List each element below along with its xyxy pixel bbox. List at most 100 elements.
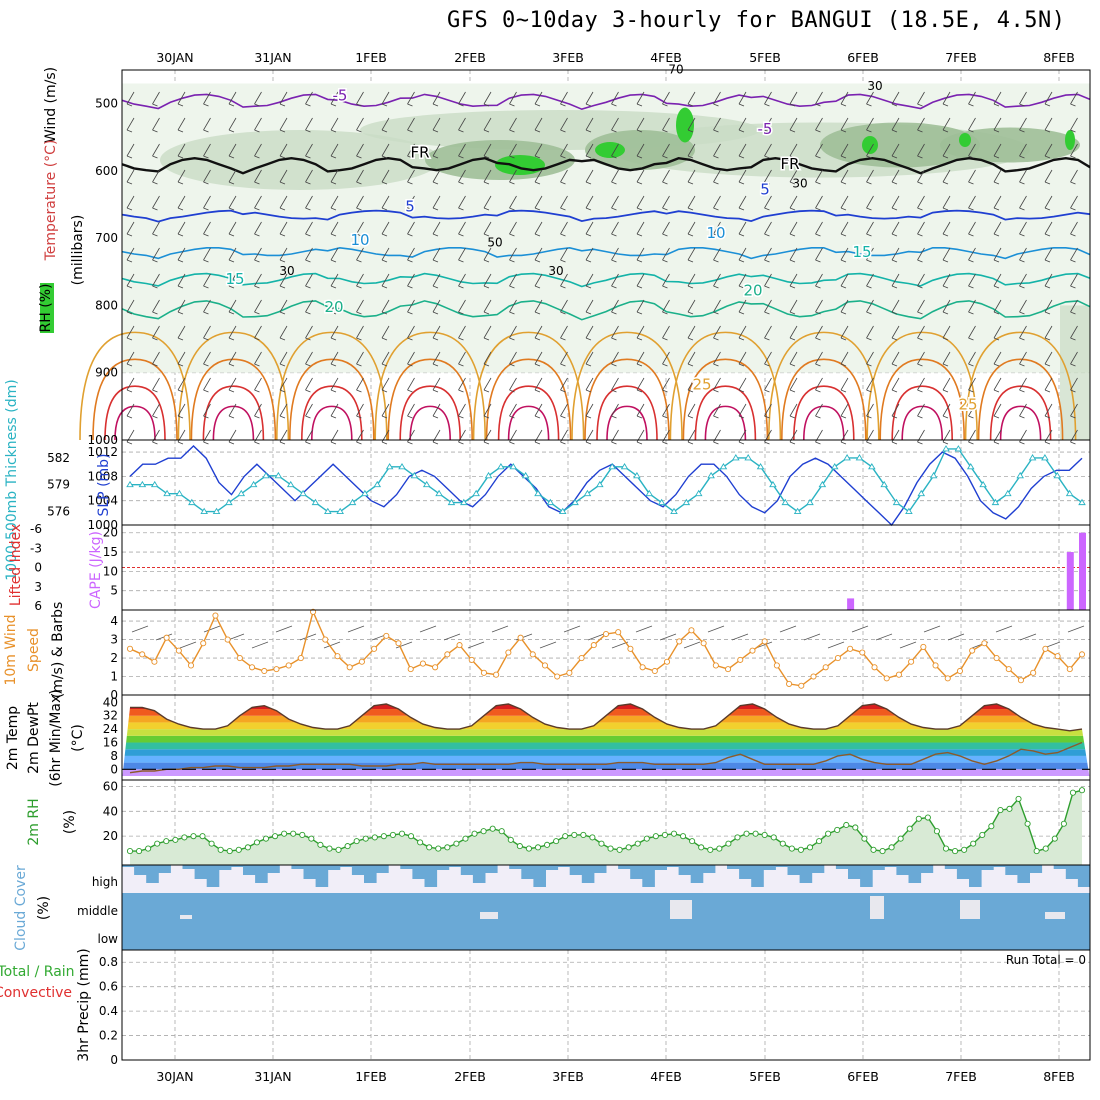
cloud-high-bar <box>872 865 885 870</box>
wind-barb-flag <box>305 155 311 159</box>
wind-barb-flag <box>458 181 464 185</box>
wind-barb-flag <box>815 311 821 315</box>
thickness-line-point <box>855 454 864 461</box>
wind-barb <box>942 325 951 339</box>
wind-barb-flag <box>381 155 388 159</box>
wind-barb-flag <box>585 129 592 133</box>
rh-line-point <box>797 846 804 853</box>
wind-barb-flag <box>636 103 643 107</box>
cape-tick: 20 <box>103 526 118 540</box>
wind-barb-flag <box>432 311 439 315</box>
wind-barb-flag <box>687 103 694 107</box>
cape-tick: 15 <box>103 545 118 559</box>
wind-barb-flag <box>254 285 260 289</box>
rh-line-point <box>154 840 161 847</box>
wind-barb <box>330 273 339 287</box>
wind-barb-flag <box>279 389 286 393</box>
wind-barb-flag <box>1044 207 1051 211</box>
wind-barb-flag <box>203 285 209 289</box>
wind-barb <box>254 351 262 365</box>
wind-barb <box>279 299 288 313</box>
cape-bar <box>847 598 855 610</box>
wind-barb <box>228 273 237 287</box>
thickness-line-point <box>138 480 147 488</box>
thickness-line <box>130 448 1083 513</box>
rh-high-shade <box>862 136 878 154</box>
rh-line-point <box>253 839 260 846</box>
thickness-line-point <box>818 480 827 488</box>
rh-high-shade <box>959 133 971 147</box>
wind-barb-flag <box>687 155 694 159</box>
wind-speed-line-point <box>261 667 268 675</box>
wind-barb-flag <box>458 337 464 341</box>
wind-barb-flag <box>687 207 694 211</box>
wind-speed-line-point <box>468 656 475 663</box>
wind-barb-flag <box>458 363 464 367</box>
cloud-level-label: low <box>98 932 119 946</box>
rh-line-point <box>1024 820 1031 827</box>
wind-speed-line-point <box>297 654 304 662</box>
warm-isotherm <box>694 385 757 441</box>
rh-line-point <box>652 833 659 840</box>
wind-barb-flag <box>458 415 464 419</box>
thickness-line-point <box>336 507 344 515</box>
wind-barb <box>381 195 390 209</box>
date-label-top: 30JAN <box>156 50 193 65</box>
wind-barb <box>356 195 364 209</box>
date-label-top: 1FEB <box>355 50 387 65</box>
wind-barb <box>866 143 874 157</box>
wind-barb <box>942 299 951 313</box>
rh-line-point <box>145 845 152 852</box>
wind-barb-flag <box>636 415 643 419</box>
wind-barb <box>917 351 925 365</box>
surface-barb <box>683 641 701 649</box>
wind-barb-flag <box>1044 285 1051 289</box>
wind-barb <box>611 377 619 391</box>
surface-barb <box>131 625 149 633</box>
wind-barb <box>993 195 1002 209</box>
wind-barb-flag <box>1044 129 1051 133</box>
rh-line-point <box>1051 835 1058 842</box>
wind-barb <box>942 351 951 365</box>
wind-barb-flag <box>764 103 770 107</box>
cloud-high-bar <box>884 865 897 867</box>
warm-isotherm <box>606 405 648 441</box>
wind-barb <box>458 195 466 209</box>
isotherm-20 <box>121 300 1091 321</box>
wind-speed-line-point <box>786 680 793 687</box>
wind-speed-line-point <box>407 666 414 673</box>
wind-barb <box>687 143 696 157</box>
wind-barb-flag <box>152 181 158 185</box>
wind-barb-flag <box>866 259 872 263</box>
precip-tick: 0.8 <box>99 955 118 969</box>
wind-barb <box>203 143 211 157</box>
wind-barb-flag <box>764 441 770 445</box>
wind-barb-flag <box>177 285 184 289</box>
wind-barb-flag <box>738 103 745 107</box>
wind-barb <box>1019 221 1027 235</box>
wind-barb-flag <box>228 129 235 133</box>
wind-barb <box>891 247 900 261</box>
wind-barb-flag <box>432 363 439 367</box>
wind-barb <box>891 377 900 391</box>
wind-speed-line-point <box>224 636 231 643</box>
wind-barb <box>1070 299 1078 313</box>
isotherm-label: 10 <box>350 231 369 249</box>
wind-barb <box>764 91 772 105</box>
dewpoint-line <box>129 741 1083 774</box>
thickness-line-point <box>534 489 542 497</box>
wind-barb-flag <box>789 155 796 159</box>
wind-barb <box>483 195 492 209</box>
wind-speed-line-point <box>859 649 866 656</box>
wind-barb-flag <box>789 415 796 419</box>
wind-barb <box>866 273 874 287</box>
wind-barb <box>254 169 262 183</box>
wind-barb <box>1070 195 1078 209</box>
warm-isotherm <box>891 385 953 441</box>
wind-barb <box>1019 169 1027 183</box>
rh-line-point <box>344 843 351 850</box>
wind-barb-flag <box>611 415 617 419</box>
wind-barb <box>330 325 339 339</box>
surface-barb <box>587 633 605 641</box>
wind-barb-flag <box>534 311 541 315</box>
